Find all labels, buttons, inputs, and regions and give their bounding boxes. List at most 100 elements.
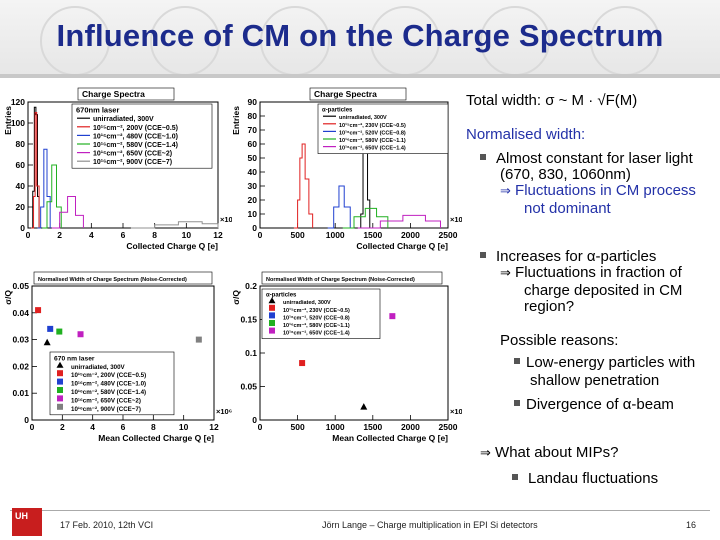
reasons-heading: Possible reasons: — [500, 332, 619, 349]
legend-label: 10¹⁶cm⁻², 580V (CCE~1.1) — [339, 137, 406, 144]
x-multiplier: ×10³ — [450, 407, 462, 416]
series-line — [357, 214, 441, 229]
total-width-text: Total width: σ ~ M · √F(M) — [466, 92, 638, 109]
conclusion-alpha: ⇒ Fluctuations in fraction of — [500, 264, 682, 281]
series-line — [130, 221, 219, 229]
data-point — [299, 360, 306, 367]
data-point — [77, 331, 84, 338]
legend-swatch — [57, 387, 63, 393]
data-point — [47, 325, 54, 332]
x-tick-label: 2 — [57, 230, 62, 240]
chart-title-box — [309, 87, 407, 101]
y-tick-label: 90 — [248, 97, 258, 107]
legend-label: 10¹⁶cm⁻², 900V (CCE~7) — [93, 159, 172, 166]
y-tick-label: 0.02 — [12, 361, 29, 371]
chart-title: Normalised Width of Charge Spectrum (Noi… — [266, 277, 415, 283]
data-point — [360, 403, 368, 410]
bullet-laser-line2: (670, 830, 1060nm) — [500, 166, 631, 183]
legend-label: unirradiated, 300V — [283, 300, 331, 306]
legend-label: 10¹⁶cm⁻², 520V (CCE~0.8) — [339, 129, 406, 136]
y-axis-label: σ/Q — [231, 290, 241, 305]
y-tick-label: 0 — [252, 223, 257, 233]
x-axis-label: Collected Charge Q [e] — [126, 241, 218, 251]
legend-box — [261, 288, 381, 339]
y-tick-label: 0.01 — [12, 388, 29, 398]
legend-swatch — [269, 304, 275, 311]
x-tick-label: 2000 — [401, 422, 420, 432]
bullet-alpha: Increases for α-particles — [480, 248, 656, 266]
x-tick-label: 0 — [26, 230, 31, 240]
y-axis-label: σ/Q — [3, 290, 13, 305]
legend-box — [49, 351, 175, 416]
x-tick-label: 8 — [152, 230, 157, 240]
legend-swatch — [56, 361, 64, 368]
x-tick-label: 1000 — [326, 230, 345, 240]
y-tick-label: 60 — [16, 160, 26, 170]
y-tick-label: 40 — [248, 167, 258, 177]
legend-label: 10¹⁶cm⁻², 580V (CCE~1.4) — [93, 142, 178, 149]
x-tick-label: 8 — [151, 422, 156, 432]
x-multiplier: ×10⁶ — [220, 215, 232, 224]
y-tick-label: 0.04 — [12, 308, 29, 318]
y-tick-label: 0.2 — [245, 281, 257, 291]
legend-label: unirradiated, 300V — [71, 364, 126, 371]
x-tick-label: 500 — [291, 230, 305, 240]
y-tick-label: 0 — [24, 415, 29, 425]
footer-author: Jörn Lange – Charge multiplication in EP… — [322, 520, 538, 530]
chart-alpha-width: Normalised Width of Charge Spectrum (Noi… — [230, 270, 462, 450]
y-tick-label: 0.05 — [12, 281, 29, 291]
legend-label: 10¹⁵cm⁻², 230V (CCE~0.5) — [283, 307, 350, 314]
x-tick-label: 500 — [291, 422, 305, 432]
chart-title: Normalised Width of Charge Spectrum (Noi… — [38, 277, 187, 283]
legend-label: unirradiated, 300V — [339, 115, 387, 121]
chart-title: Charge Spectra — [82, 89, 145, 99]
y-tick-label: 0.15 — [240, 315, 257, 325]
legend-swatch — [269, 320, 275, 326]
bullet-icon — [512, 474, 518, 480]
legend-title: 670 nm laser — [54, 355, 95, 362]
page-number: 16 — [686, 520, 697, 530]
x-tick-label: 2000 — [401, 230, 420, 240]
legend-label: unirradiated, 300V — [93, 116, 154, 123]
y-tick-label: 80 — [248, 111, 258, 121]
y-tick-label: 70 — [248, 125, 258, 135]
legend-label: 10¹⁶cm⁻², 480V (CCE~1.0) — [71, 381, 146, 388]
legend-box — [71, 103, 213, 169]
x-axis-label: Mean Collected Charge Q [e] — [332, 433, 448, 443]
x-tick-label: 1000 — [326, 422, 345, 432]
x-tick-label: 2500 — [439, 230, 458, 240]
y-tick-label: 20 — [248, 195, 258, 205]
legend-label: 10¹⁶cm⁻², 580V (CCE~1.4) — [71, 389, 146, 396]
series-line — [37, 148, 51, 229]
legend-label: 10¹⁶cm⁻², 580V (CCE~1.1) — [283, 322, 350, 329]
y-tick-label: 0 — [20, 223, 25, 233]
legend-swatch — [57, 395, 63, 402]
y-tick-label: 0.05 — [240, 382, 257, 392]
legend-label: 10¹⁶cm⁻², 520V (CCE~0.8) — [283, 314, 350, 321]
conclusion-laser-line2: not dominant — [524, 200, 611, 217]
bullet-icon — [480, 252, 486, 258]
bullet-icon — [514, 358, 520, 364]
data-point — [389, 313, 396, 320]
x-axis-label: Mean Collected Charge Q [e] — [98, 433, 214, 443]
series-line — [31, 112, 40, 229]
series-line — [342, 207, 389, 229]
legend-swatch — [269, 312, 275, 319]
implies-icon: ⇒ — [500, 184, 516, 199]
y-tick-label: 0 — [252, 415, 257, 425]
y-tick-label: 10 — [248, 209, 258, 219]
normalised-width-heading: Normalised width: — [466, 126, 586, 143]
y-tick-label: 0.1 — [245, 348, 257, 358]
conclusion-alpha-line3: region? — [524, 298, 575, 315]
data-point — [195, 336, 202, 343]
x-tick-label: 6 — [121, 422, 126, 432]
legend-box — [317, 103, 449, 154]
reason-low-energy-line2: shallow penetration — [530, 372, 660, 389]
series-line — [327, 185, 351, 229]
x-tick-label: 0 — [258, 230, 263, 240]
x-tick-label: 0 — [258, 422, 263, 432]
x-tick-label: 1500 — [363, 230, 382, 240]
data-point — [56, 328, 63, 335]
y-tick-label: 80 — [16, 139, 26, 149]
legend-label: 10¹⁶cm⁻², 900V (CCE~7) — [71, 406, 141, 413]
